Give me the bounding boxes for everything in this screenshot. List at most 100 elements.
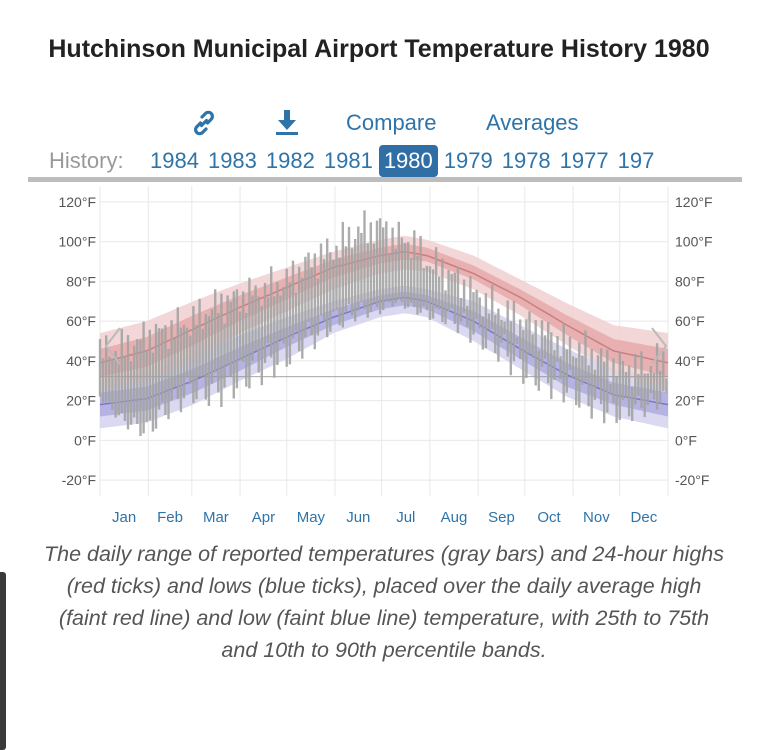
- link-icon[interactable]: [189, 108, 219, 138]
- daily-range-bar: [469, 276, 472, 343]
- daily-range-bar: [270, 266, 273, 358]
- daily-range-bar: [497, 308, 500, 362]
- daily-range-bar: [406, 241, 410, 308]
- daily-range-bar: [631, 387, 634, 421]
- daily-range-bar: [444, 290, 447, 325]
- edge-handle[interactable]: [0, 572, 6, 750]
- daily-range-bar: [466, 305, 469, 327]
- year-link-1984[interactable]: 1984: [150, 148, 199, 173]
- temperature-chart: 120°F 120°F 100°F 100°F 80°F 80°F 60°F 60°F 40°F…: [58, 186, 713, 526]
- daily-range-bar: [164, 325, 167, 416]
- daily-range-bar: [248, 277, 251, 389]
- daily-range-bar: [372, 243, 376, 304]
- daily-range-bar: [397, 221, 400, 299]
- daily-range-bar: [326, 238, 329, 338]
- download-icon[interactable]: [272, 108, 302, 138]
- daily-range-bar: [400, 237, 404, 303]
- daily-range-bar: [431, 269, 435, 319]
- y-tick-label-left: -20°F: [62, 472, 96, 488]
- y-tick-label-left: 120°F: [58, 194, 96, 210]
- year-link-1980[interactable]: 1980: [378, 145, 438, 177]
- daily-range-bar: [108, 356, 111, 402]
- year-link-1977[interactable]: 1977: [559, 148, 609, 173]
- averages-link[interactable]: Averages: [486, 110, 579, 135]
- daily-range-bar: [634, 353, 637, 405]
- daily-range-bar: [189, 335, 192, 384]
- daily-range-bar: [587, 365, 590, 407]
- daily-range-bar: [276, 282, 279, 365]
- year-link-1978[interactable]: 1978: [501, 148, 551, 173]
- daily-range-bar: [304, 256, 307, 338]
- daily-range-bar: [170, 320, 173, 401]
- daily-range-bar: [441, 258, 444, 322]
- daily-range-bar: [665, 378, 668, 393]
- daily-range-bar: [217, 313, 220, 393]
- daily-range-bar: [438, 276, 441, 310]
- daily-range-bar: [285, 268, 288, 367]
- chevron-left-icon[interactable]: [102, 326, 124, 366]
- daily-range-bar: [366, 243, 369, 318]
- daily-range-bar: [319, 243, 323, 316]
- daily-range-bar: [450, 274, 453, 309]
- daily-range-bar: [357, 226, 360, 311]
- y-tick-label-right: 100°F: [675, 234, 713, 250]
- chevron-right-icon[interactable]: [648, 326, 670, 366]
- year-link-1983[interactable]: 1983: [207, 148, 257, 173]
- daily-range-bar: [621, 360, 625, 400]
- x-tick-label: Sep: [488, 509, 515, 526]
- x-tick-label: May: [297, 509, 326, 526]
- daily-range-bar: [245, 313, 248, 387]
- daily-range-bar: [484, 293, 488, 349]
- daily-range-bar: [575, 358, 578, 406]
- daily-range-bar: [646, 373, 649, 406]
- daily-range-bar: [522, 330, 525, 384]
- daily-range-bar: [615, 375, 618, 423]
- year-link-1979[interactable]: 1979: [443, 148, 493, 173]
- year-link-1982[interactable]: 1982: [265, 148, 315, 173]
- daily-range-bar: [568, 336, 572, 371]
- daily-range-bar: [238, 311, 242, 361]
- y-tick-label-left: 40°F: [66, 353, 96, 369]
- daily-range-bar: [229, 302, 232, 377]
- daily-range-bar: [459, 298, 463, 322]
- daily-range-bar: [385, 221, 388, 302]
- y-tick-label-left: 0°F: [74, 432, 96, 448]
- daily-range-bar: [596, 355, 600, 387]
- y-tick-label-right: 60°F: [675, 313, 705, 329]
- history-scrollbar[interactable]: [28, 177, 742, 182]
- daily-range-bar: [528, 311, 531, 355]
- y-tick-label-left: 60°F: [66, 313, 96, 329]
- daily-range-bar: [478, 297, 481, 329]
- daily-range-bar: [534, 320, 537, 386]
- y-tick-label-right: 120°F: [675, 194, 713, 210]
- y-tick-label-left: 20°F: [66, 393, 96, 409]
- daily-range-bar: [425, 265, 428, 311]
- daily-range-bar: [388, 253, 391, 303]
- page-title: Hutchinson Municipal Airport Temperature…: [48, 35, 710, 63]
- y-tick-label-right: 0°F: [675, 432, 697, 448]
- x-tick-label: Oct: [537, 509, 561, 526]
- daily-range-bar: [322, 259, 326, 322]
- daily-range-bar: [581, 355, 584, 385]
- daily-range-bar: [453, 272, 456, 324]
- year-link-197[interactable]: 197: [617, 148, 655, 173]
- compare-link[interactable]: Compare: [346, 110, 437, 135]
- x-tick-label: Jul: [396, 509, 415, 526]
- daily-range-bar: [419, 235, 422, 313]
- daily-range-bar: [547, 322, 550, 384]
- daily-range-bar: [434, 247, 438, 309]
- x-tick-label: Aug: [441, 509, 468, 526]
- daily-range-bar: [210, 309, 214, 384]
- daily-range-bar: [341, 221, 344, 328]
- daily-range-bar: [117, 359, 120, 416]
- daily-range-bar: [98, 339, 102, 397]
- daily-range-bar: [531, 334, 534, 358]
- daily-range-bar: [391, 227, 394, 307]
- daily-range-bar: [394, 248, 397, 303]
- daily-range-bar: [515, 337, 519, 344]
- daily-range-bar: [232, 291, 235, 399]
- year-link-1981[interactable]: 1981: [323, 148, 373, 173]
- daily-range-bar: [491, 284, 494, 330]
- daily-range-bar: [133, 345, 136, 418]
- daily-range-bar: [329, 252, 332, 332]
